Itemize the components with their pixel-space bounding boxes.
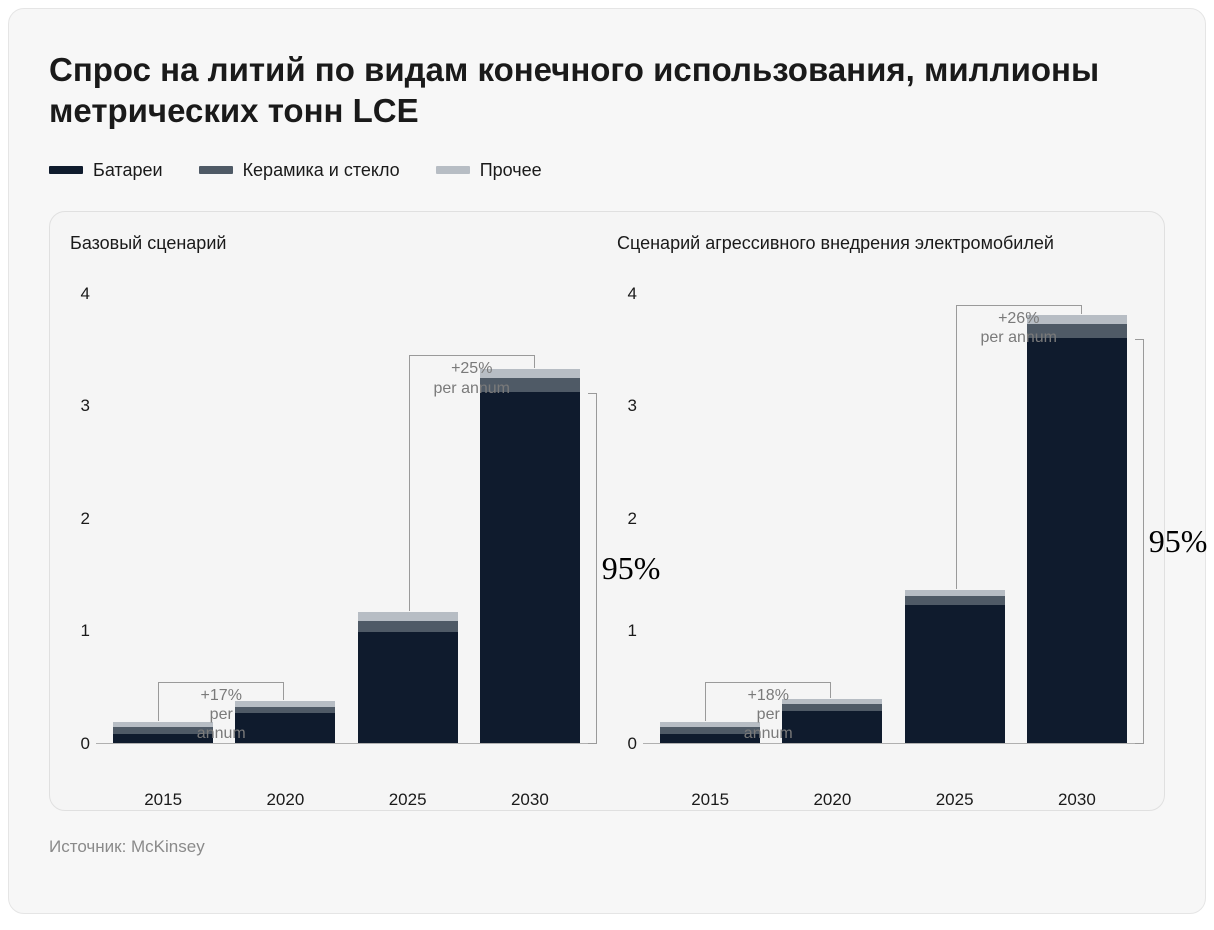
chart-title: Спрос на литий по видам конечного исполь… [49,49,1165,132]
stacked-bar [113,722,213,742]
bars-row [643,294,1144,743]
legend-label: Батареи [93,160,163,181]
legend-label: Керамика и стекло [243,160,400,181]
plot-area: 01234+17% per annum+25% per annum95% [70,294,597,784]
legend-swatch [199,166,233,174]
bar-slot [649,294,771,743]
bars-row [96,294,597,743]
y-tick: 1 [81,621,90,641]
x-axis: 2015202020252030 [643,784,1144,810]
legend-item: Керамика и стекло [199,160,400,181]
bar-segment [782,711,882,743]
bar-segment [358,632,458,742]
bar-segment [358,612,458,621]
y-tick: 2 [81,509,90,529]
legend-swatch [49,166,83,174]
x-tick: 2015 [649,790,771,810]
x-tick: 2020 [771,790,893,810]
bar-segment [113,727,213,734]
y-tick: 3 [81,396,90,416]
stacked-bar [358,612,458,743]
bar-segment [660,727,760,734]
stacked-bar [1027,315,1127,743]
plot: +18% per annum+26% per annum95% [643,294,1144,744]
stacked-bar [660,722,760,742]
bar-segment [1027,338,1127,743]
bar-segment [660,734,760,743]
bar-slot [102,294,224,743]
stacked-bar [782,699,882,743]
x-tick: 2020 [224,790,346,810]
legend-label: Прочее [480,160,542,181]
bar-segment [235,707,335,714]
bar-segment [113,734,213,743]
bar-segment [480,392,580,743]
source-text: Источник: McKinsey [49,837,1165,857]
chart-panel: Базовый сценарий 0 1 2 3 4 +17% per annum+25% … [60,232,607,790]
y-tick: 0 [628,734,637,754]
x-tick: 2030 [469,790,591,810]
bar-slot [894,294,1016,743]
bar-segment [1027,324,1127,338]
x-tick: 2025 [347,790,469,810]
x-tick: 2025 [894,790,1016,810]
plot-area: 01234+18% per annum+26% per annum95% [617,294,1144,784]
bar-segment [905,590,1005,597]
bar-segment [480,378,580,392]
stacked-bar [235,701,335,743]
panel-title: Сценарий агрессивного внедрения электром… [617,232,1144,280]
stacked-bar [905,590,1005,743]
bar-slot [1016,294,1138,743]
bar-slot [469,294,591,743]
legend-item: Прочее [436,160,542,181]
chart-panel: Сценарий агрессивного внедрения электром… [607,232,1154,790]
y-tick: 4 [628,284,637,304]
chart-card: Спрос на литий по видам конечного исполь… [8,8,1206,914]
y-axis: 01234 [617,294,643,744]
y-tick: 3 [628,396,637,416]
bar-slot [347,294,469,743]
y-tick: 2 [628,509,637,529]
bar-segment [905,605,1005,742]
x-tick: 2030 [1016,790,1138,810]
chart-panels: Базовый сценарий 0 1 2 3 4 +17% per annum+25% … [49,211,1165,811]
y-tick: 0 [81,734,90,754]
x-axis: 2015202020252030 [96,784,597,810]
legend: Батареи Керамика и стекло Прочее [49,160,1165,181]
plot: +17% per annum+25% per annum95% [96,294,597,744]
x-tick: 2015 [102,790,224,810]
y-tick: 1 [628,621,637,641]
bar-segment [1027,315,1127,324]
bar-segment [358,621,458,632]
pct-bracket [1135,743,1143,744]
y-axis: 01234 [70,294,96,744]
pct-label: 95% [1149,523,1208,560]
legend-swatch [436,166,470,174]
panel-title: Базовый сценарий [70,232,597,280]
bar-segment [905,596,1005,605]
bar-segment [782,704,882,711]
bar-slot [224,294,346,743]
bar-segment [480,369,580,378]
bar-segment [235,713,335,742]
stacked-bar [480,369,580,743]
y-tick: 4 [81,284,90,304]
pct-bracket [588,743,596,744]
legend-item: Батареи [49,160,163,181]
bar-slot [771,294,893,743]
